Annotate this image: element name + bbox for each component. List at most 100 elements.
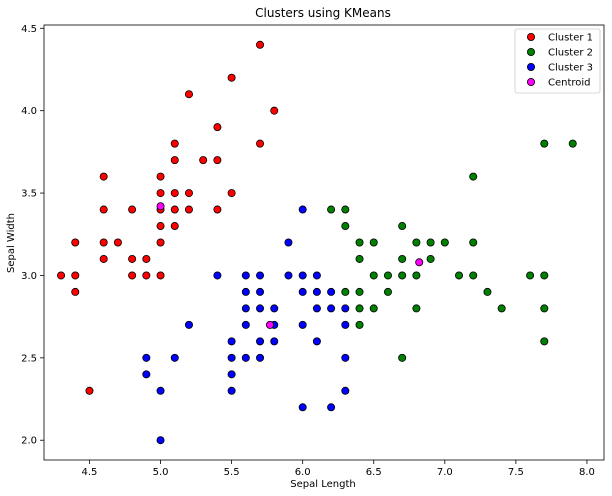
legend-marker-cluster-1 bbox=[527, 33, 536, 42]
point-cluster-1 bbox=[213, 205, 222, 214]
point-cluster-1 bbox=[170, 205, 179, 214]
point-centroid bbox=[156, 202, 165, 211]
point-cluster-3 bbox=[256, 304, 265, 313]
point-cluster-1 bbox=[213, 123, 222, 132]
point-cluster-3 bbox=[270, 304, 279, 313]
point-cluster-1 bbox=[156, 222, 165, 231]
point-cluster-1 bbox=[156, 172, 165, 181]
y-tick-label: 2.5 bbox=[21, 353, 37, 364]
y-tick-label: 4.5 bbox=[21, 24, 37, 35]
point-cluster-2 bbox=[355, 254, 364, 263]
point-cluster-1 bbox=[99, 254, 108, 263]
point-cluster-3 bbox=[156, 386, 165, 395]
plot-area bbox=[43, 24, 605, 461]
point-cluster-2 bbox=[412, 304, 421, 313]
point-cluster-3 bbox=[312, 287, 321, 296]
point-cluster-3 bbox=[256, 337, 265, 346]
point-cluster-3 bbox=[312, 271, 321, 280]
point-cluster-2 bbox=[497, 304, 506, 313]
point-cluster-1 bbox=[71, 271, 80, 280]
point-cluster-1 bbox=[184, 205, 193, 214]
legend: Cluster 1 Cluster 2 Cluster 3 Centroid bbox=[514, 28, 601, 94]
point-cluster-3 bbox=[241, 287, 250, 296]
point-cluster-3 bbox=[256, 271, 265, 280]
point-cluster-2 bbox=[341, 205, 350, 214]
point-cluster-2 bbox=[540, 337, 549, 346]
point-cluster-2 bbox=[398, 271, 407, 280]
point-cluster-2 bbox=[540, 304, 549, 313]
point-cluster-2 bbox=[469, 271, 478, 280]
point-cluster-3 bbox=[298, 271, 307, 280]
point-cluster-1 bbox=[142, 254, 151, 263]
point-cluster-2 bbox=[369, 304, 378, 313]
point-cluster-1 bbox=[156, 271, 165, 280]
y-tick-label: 3.0 bbox=[21, 271, 37, 282]
point-cluster-3 bbox=[341, 304, 350, 313]
x-axis: 4.5 5.0 5.5 6.0 6.5 7.0 7.5 8.0 bbox=[82, 460, 595, 478]
point-cluster-2 bbox=[540, 271, 549, 280]
point-cluster-1 bbox=[99, 172, 108, 181]
point-cluster-3 bbox=[227, 370, 236, 379]
point-cluster-3 bbox=[341, 353, 350, 362]
point-cluster-3 bbox=[241, 353, 250, 362]
point-cluster-2 bbox=[568, 139, 577, 148]
point-cluster-1 bbox=[184, 189, 193, 198]
point-cluster-3 bbox=[241, 271, 250, 280]
x-tick-label: 7.0 bbox=[437, 467, 453, 478]
point-cluster-2 bbox=[426, 254, 435, 263]
point-cluster-1 bbox=[227, 73, 236, 82]
point-cluster-3 bbox=[213, 271, 222, 280]
legend-marker-cluster-2 bbox=[527, 48, 536, 57]
point-cluster-3 bbox=[227, 386, 236, 395]
point-cluster-2 bbox=[355, 304, 364, 313]
legend-label-cluster-3: Cluster 3 bbox=[548, 63, 593, 74]
point-cluster-1 bbox=[128, 271, 137, 280]
point-cluster-1 bbox=[184, 90, 193, 99]
point-cluster-3 bbox=[241, 304, 250, 313]
point-cluster-2 bbox=[398, 222, 407, 231]
x-tick-label: 7.5 bbox=[508, 467, 524, 478]
point-cluster-1 bbox=[142, 271, 151, 280]
point-centroid bbox=[265, 320, 274, 329]
point-centroid bbox=[415, 258, 424, 267]
point-cluster-1 bbox=[128, 254, 137, 263]
point-cluster-2 bbox=[455, 271, 464, 280]
point-cluster-2 bbox=[426, 238, 435, 247]
y-axis-label: Sepal Width bbox=[6, 213, 17, 273]
point-cluster-1 bbox=[99, 205, 108, 214]
point-cluster-3 bbox=[298, 403, 307, 412]
point-cluster-3 bbox=[170, 353, 179, 362]
point-cluster-2 bbox=[469, 172, 478, 181]
point-cluster-2 bbox=[355, 287, 364, 296]
point-cluster-1 bbox=[256, 139, 265, 148]
point-cluster-2 bbox=[526, 271, 535, 280]
point-cluster-2 bbox=[355, 238, 364, 247]
point-cluster-2 bbox=[383, 287, 392, 296]
x-tick-label: 8.0 bbox=[579, 467, 595, 478]
point-cluster-3 bbox=[341, 386, 350, 395]
point-cluster-1 bbox=[199, 156, 208, 165]
point-cluster-2 bbox=[412, 238, 421, 247]
legend-marker-cluster-3 bbox=[527, 63, 536, 72]
legend-box bbox=[514, 28, 601, 94]
point-cluster-2 bbox=[469, 238, 478, 247]
point-cluster-3 bbox=[241, 320, 250, 329]
point-cluster-3 bbox=[270, 337, 279, 346]
point-cluster-1 bbox=[113, 238, 122, 247]
legend-label-cluster-2: Cluster 2 bbox=[548, 48, 593, 59]
point-cluster-3 bbox=[256, 287, 265, 296]
point-cluster-3 bbox=[312, 337, 321, 346]
x-tick-label: 6.5 bbox=[366, 467, 382, 478]
x-tick-label: 5.0 bbox=[153, 467, 169, 478]
point-cluster-1 bbox=[170, 139, 179, 148]
legend-marker-centroid bbox=[527, 78, 536, 87]
point-cluster-1 bbox=[156, 189, 165, 198]
legend-label-cluster-1: Cluster 1 bbox=[548, 33, 593, 44]
point-cluster-3 bbox=[184, 320, 193, 329]
point-cluster-1 bbox=[71, 287, 80, 296]
y-tick-label: 4.0 bbox=[21, 106, 37, 117]
data-points bbox=[57, 40, 577, 445]
point-cluster-2 bbox=[341, 222, 350, 231]
point-cluster-1 bbox=[270, 106, 279, 115]
